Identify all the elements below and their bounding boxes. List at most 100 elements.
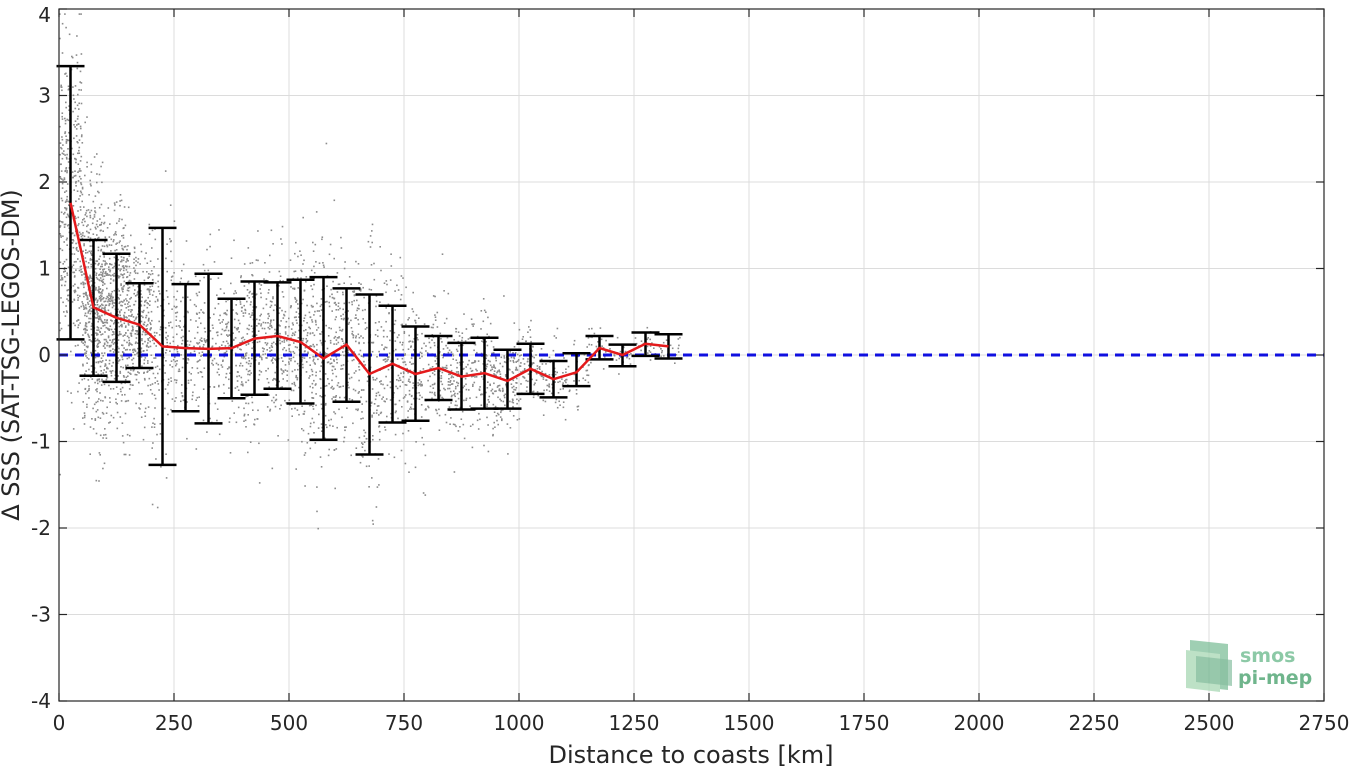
scatter-point xyxy=(563,357,565,359)
scatter-point xyxy=(337,302,340,304)
scatter-point xyxy=(90,277,93,280)
scatter-point xyxy=(500,411,502,414)
scatter-point xyxy=(141,296,143,299)
scatter-point xyxy=(372,438,374,441)
scatter-point xyxy=(118,359,121,361)
scatter-point xyxy=(97,246,100,249)
scatter-point xyxy=(377,405,380,407)
scatter-point xyxy=(425,350,427,352)
scatter-point xyxy=(314,319,317,322)
scatter-point xyxy=(480,393,483,395)
scatter-point xyxy=(59,226,61,228)
scatter-point xyxy=(78,146,81,149)
scatter-point xyxy=(180,392,183,394)
scatter-point xyxy=(192,391,194,394)
scatter-point xyxy=(338,336,340,338)
scatter-point xyxy=(499,390,502,392)
scatter-point xyxy=(404,353,406,355)
scatter-point xyxy=(321,361,323,364)
scatter-point xyxy=(335,331,337,334)
scatter-point xyxy=(587,374,590,377)
scatter-point xyxy=(280,369,283,371)
scatter-point xyxy=(159,423,162,425)
error-bars xyxy=(56,64,683,467)
scatter-point xyxy=(147,384,149,387)
scatter-point xyxy=(494,426,496,428)
scatter-point xyxy=(96,390,98,393)
scatter-point xyxy=(651,342,653,344)
scatter-point xyxy=(441,371,444,374)
scatter-point xyxy=(166,296,169,298)
scatter-point xyxy=(399,298,402,301)
scatter-point xyxy=(83,244,85,247)
scatter-point xyxy=(98,480,100,482)
scatter-point xyxy=(401,406,403,408)
scatter-point xyxy=(280,238,282,240)
scatter-point xyxy=(80,170,82,172)
scatter-point xyxy=(339,385,342,388)
scatter-point xyxy=(124,453,127,456)
scatter-point xyxy=(457,430,460,432)
scatter-point xyxy=(102,272,104,274)
scatter-point xyxy=(383,358,386,361)
scatter-point xyxy=(548,383,550,385)
scatter-point xyxy=(187,358,189,360)
scatter-point xyxy=(75,54,78,56)
scatter-point xyxy=(130,373,132,375)
scatter-point xyxy=(130,315,133,317)
scatter-point xyxy=(527,360,529,363)
scatter-point xyxy=(123,266,125,269)
scatter-point xyxy=(109,397,111,399)
scatter-point xyxy=(449,384,451,386)
scatter-point xyxy=(401,381,404,383)
scatter-point xyxy=(110,263,113,266)
scatter-point xyxy=(99,417,102,419)
scatter-point xyxy=(119,260,122,263)
scatter-point xyxy=(218,385,220,388)
scatter-point xyxy=(133,319,136,322)
scatter-point xyxy=(148,304,151,306)
scatter-point xyxy=(63,241,65,243)
scatter-point xyxy=(100,248,103,251)
scatter-point xyxy=(87,379,90,381)
scatter-point xyxy=(284,326,287,329)
scatter-point xyxy=(83,272,85,275)
scatter-point xyxy=(202,311,204,314)
scatter-point xyxy=(203,367,206,369)
scatter-point xyxy=(301,360,303,363)
scatter-point xyxy=(432,387,435,389)
scatter-point xyxy=(75,158,77,161)
scatter-point xyxy=(270,229,273,232)
scatter-point xyxy=(106,376,108,379)
scatter-point xyxy=(149,389,152,391)
scatter-point xyxy=(273,401,275,404)
scatter-point xyxy=(80,102,83,105)
scatter-point xyxy=(64,119,67,122)
scatter-point xyxy=(404,462,407,465)
scatter-point xyxy=(127,284,129,286)
scatter-point xyxy=(296,378,299,381)
scatter-point xyxy=(74,275,76,277)
scatter-point xyxy=(247,247,250,249)
scatter-point xyxy=(481,375,483,378)
scatter-point xyxy=(336,384,339,387)
scatter-point xyxy=(265,357,267,359)
scatter-point xyxy=(110,238,113,241)
scatter-point xyxy=(258,482,261,484)
scatter-point xyxy=(68,33,71,36)
scatter-point xyxy=(73,137,75,140)
scatter-point xyxy=(96,388,98,390)
scatter-point xyxy=(165,290,168,292)
scatter-point xyxy=(79,168,81,170)
scatter-point xyxy=(104,300,107,303)
scatter-point xyxy=(306,304,308,307)
scatter-point xyxy=(306,442,309,444)
scatter-point xyxy=(535,372,538,375)
scatter-point xyxy=(123,246,126,248)
scatter-point xyxy=(274,371,276,374)
scatter-point xyxy=(474,361,476,364)
scatter-point xyxy=(116,403,118,405)
scatter-point xyxy=(128,356,130,359)
scatter-point xyxy=(588,343,590,346)
scatter-point xyxy=(284,399,286,402)
